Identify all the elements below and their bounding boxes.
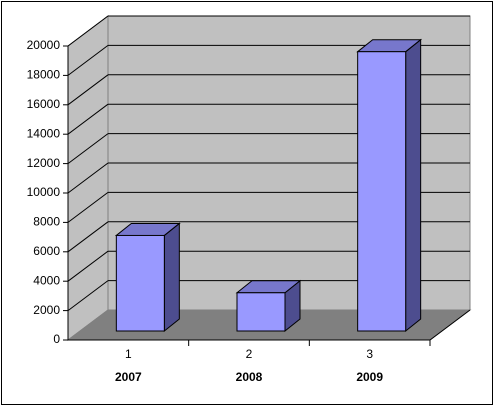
grid-line (67, 191, 109, 223)
x-tick-label: 3 (366, 347, 373, 361)
bar-side (405, 38, 422, 333)
y-tick-label: 16000 (27, 97, 61, 111)
grid-line (67, 103, 109, 135)
grid-line (67, 221, 109, 253)
grid-line (67, 74, 109, 106)
y-tick-label: 18000 (27, 68, 61, 82)
y-tick-label: 2000 (33, 303, 60, 317)
y-tick-label: 10000 (27, 185, 61, 199)
grid-line (67, 133, 109, 165)
y-tick-label: 20000 (27, 38, 61, 52)
x-subcategory-label: 2009 (356, 370, 383, 384)
bar-side (163, 222, 180, 333)
x-subcategory-label: 2008 (236, 370, 263, 384)
y-tick-label: 6000 (33, 244, 60, 258)
grid-line (67, 250, 109, 282)
y-tick-label: 8000 (33, 215, 60, 229)
grid-line (67, 45, 109, 76)
y-tick-label: 0 (53, 332, 60, 346)
y-tick-label: 4000 (33, 273, 60, 287)
grid-line (67, 15, 109, 47)
x-axis-depth (429, 309, 471, 341)
y-tick-label: 14000 (27, 126, 61, 140)
grid-line (67, 280, 109, 312)
x-tick-label: 2 (246, 347, 253, 361)
grid-line (67, 162, 109, 194)
x-tick-label: 1 (125, 347, 132, 361)
x-subcategory-label: 2007 (115, 370, 142, 384)
bar (115, 234, 165, 332)
bar (357, 51, 407, 332)
bar (236, 292, 286, 332)
y-tick-label: 12000 (27, 156, 61, 170)
